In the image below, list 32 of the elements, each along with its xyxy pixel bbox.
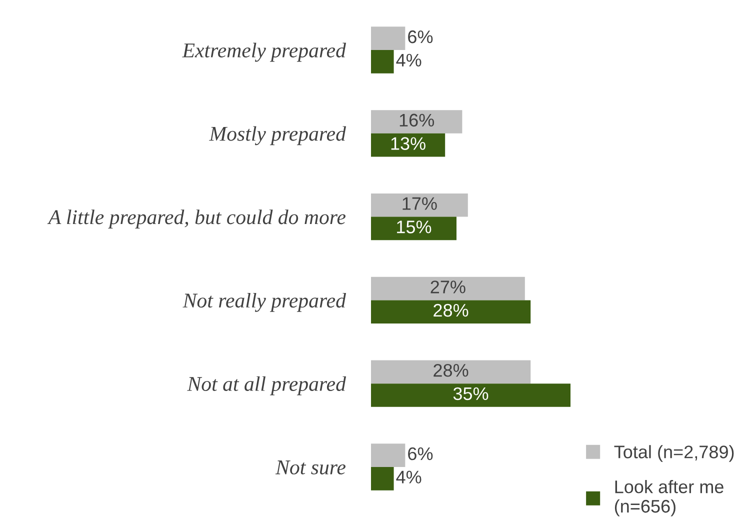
data-label: 17% [402, 197, 437, 210]
y-tick-label: Not at all prepared [187, 376, 346, 396]
bar [370, 26, 406, 50]
bar [370, 216, 456, 240]
bar [370, 276, 525, 300]
data-label: 28% [434, 304, 468, 317]
data-label: 28% [434, 364, 468, 377]
bar [370, 133, 446, 157]
data-label: 6% [408, 30, 433, 44]
y-tick-label: Extremely prepared [182, 42, 346, 62]
y-tick-label: A little prepared, but could do more [47, 210, 346, 228]
data-label: 16% [400, 114, 434, 127]
bar [370, 300, 531, 324]
data-label: 4% [396, 54, 422, 66]
bar [370, 360, 531, 384]
data-label: 27% [430, 280, 466, 294]
bar [370, 466, 394, 490]
y-tick-label: Not really prepared [182, 292, 346, 312]
data-label: 35% [453, 387, 488, 400]
bar [370, 384, 571, 407]
data-label: 15% [397, 220, 432, 234]
data-label: 6% [408, 447, 433, 460]
y-tick-label: Not sure [275, 460, 346, 474]
legend-label: Look after me (n=656) [614, 480, 724, 516]
y-tick-label: Mostly prepared [209, 126, 346, 146]
data-label: 13% [391, 137, 426, 150]
legend-label: Total (n=2,789) [614, 445, 734, 462]
bar [370, 50, 394, 74]
bar [370, 193, 468, 217]
bar [370, 110, 462, 134]
data-label: 4% [396, 470, 422, 484]
bar [370, 444, 406, 467]
